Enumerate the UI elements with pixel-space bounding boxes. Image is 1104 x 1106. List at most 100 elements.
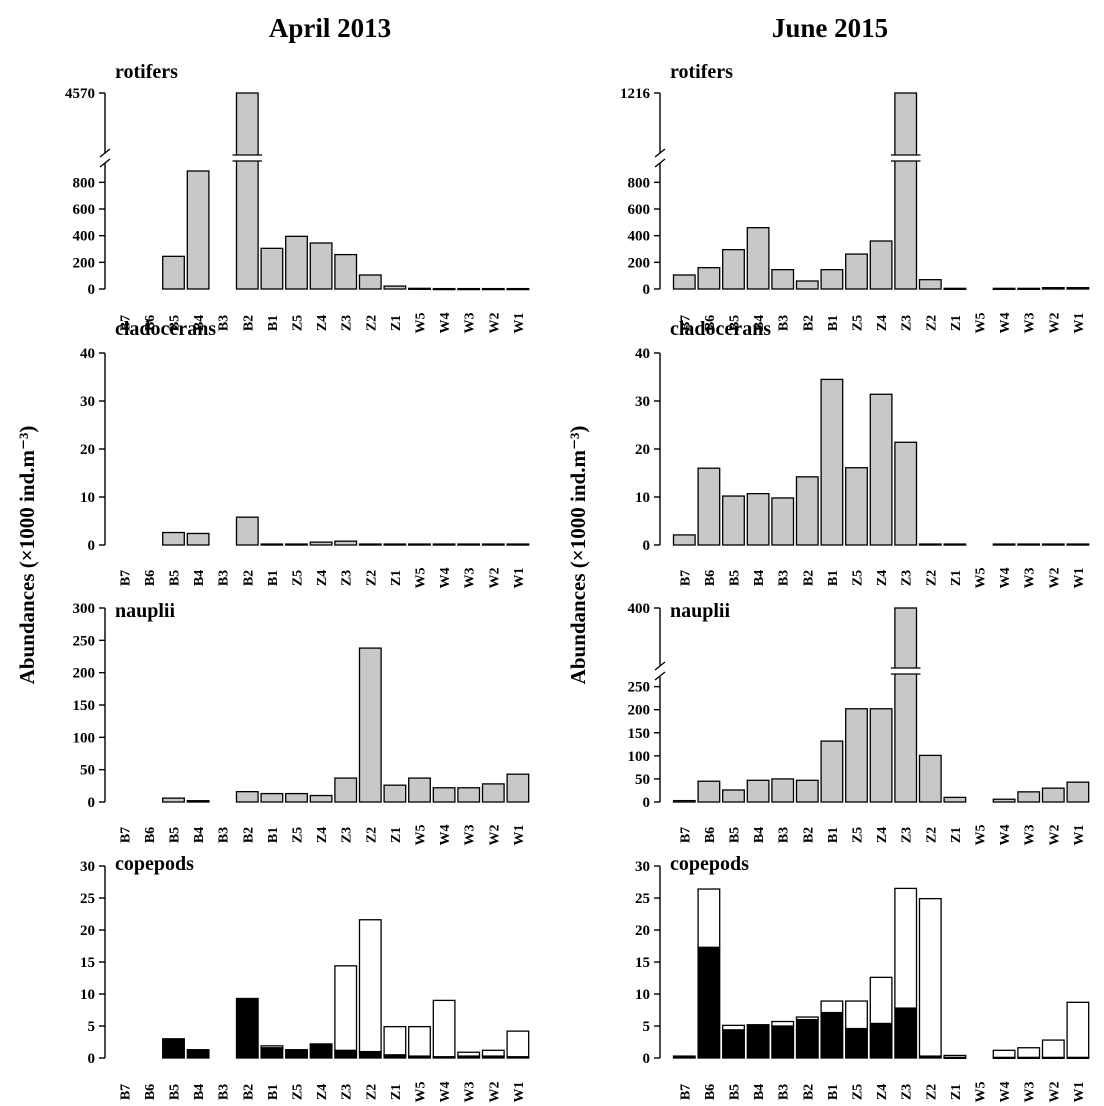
x-category-label: Z2 <box>924 1084 939 1100</box>
bar <box>943 543 967 546</box>
x-category-label: B6 <box>143 1084 158 1100</box>
x-category-label: W2 <box>487 1082 502 1103</box>
bar <box>894 92 918 290</box>
y-tick-label: 30 <box>80 394 95 410</box>
x-category-label: B1 <box>266 570 281 586</box>
bar <box>672 274 696 290</box>
x-category-label: W1 <box>1072 313 1087 334</box>
x-category-label: W2 <box>487 568 502 589</box>
x-category-label: Z5 <box>851 827 866 843</box>
bar-segment <box>869 976 893 1025</box>
bar <box>722 789 745 803</box>
y-tick-label: 0 <box>88 1051 96 1067</box>
x-category-label: B2 <box>241 570 256 586</box>
bar <box>334 253 358 290</box>
x-category-label: B7 <box>678 827 693 843</box>
x-category-label: W1 <box>512 568 527 589</box>
x-category-label: W4 <box>438 825 453 846</box>
bar <box>1017 543 1041 546</box>
bar <box>285 235 308 290</box>
y-tick-label: 250 <box>628 680 651 696</box>
x-category-label: B7 <box>678 1084 693 1100</box>
x-category-label: W1 <box>1072 1082 1087 1103</box>
x-category-label: W5 <box>974 313 989 334</box>
x-category-label: W4 <box>998 1082 1013 1103</box>
bar <box>506 287 530 291</box>
x-category-label: W2 <box>487 825 502 846</box>
bar <box>746 779 770 803</box>
x-category-label: W2 <box>1047 825 1062 846</box>
y-tick-label: 150 <box>73 698 96 714</box>
x-category-label: B4 <box>192 570 207 586</box>
bar-segment <box>358 1050 382 1059</box>
x-category-label: Z5 <box>291 827 306 843</box>
y-tick-label: 800 <box>628 175 651 191</box>
bar-segment <box>506 1030 530 1058</box>
x-category-label: Z1 <box>389 1084 404 1100</box>
x-category-label: Z2 <box>924 827 939 843</box>
bar-segment <box>845 1027 868 1059</box>
x-category-label: B5 <box>168 1084 183 1100</box>
x-category-label: B6 <box>703 827 718 843</box>
bar-segment <box>358 919 382 1053</box>
y-tick-label: 20 <box>635 923 650 939</box>
y-tick-label: 20 <box>80 442 95 458</box>
bar <box>820 740 844 803</box>
x-category-label: Z5 <box>851 315 866 331</box>
x-category-label: B5 <box>168 570 183 586</box>
x-category-label: W4 <box>998 825 1013 846</box>
x-category-label: B5 <box>168 315 183 331</box>
x-category-label: Z3 <box>340 570 355 586</box>
bar-segment <box>235 997 259 1059</box>
bar <box>481 543 505 546</box>
bar-break-gap <box>232 155 263 161</box>
x-category-label: W4 <box>998 568 1013 589</box>
bar <box>432 787 456 803</box>
x-category-label: Z1 <box>389 315 404 331</box>
x-category-label: B6 <box>703 315 718 331</box>
bar-break-gap <box>890 155 921 161</box>
x-category-label: B7 <box>118 1084 133 1100</box>
bar-segment <box>820 1000 844 1014</box>
x-category-label: Z1 <box>949 827 964 843</box>
x-category-label: W3 <box>463 1082 478 1103</box>
x-category-label: B7 <box>118 570 133 586</box>
bar-segment <box>918 897 942 1057</box>
bar <box>1066 543 1090 546</box>
bar <box>1066 781 1090 803</box>
y-tick-label: 30 <box>635 859 650 875</box>
x-category-label: B1 <box>826 1084 841 1100</box>
bar <box>771 497 795 546</box>
bar-segment <box>432 999 456 1058</box>
bar <box>162 531 185 546</box>
x-category-label: B1 <box>266 827 281 843</box>
x-category-label: W3 <box>463 313 478 334</box>
x-category-label: W3 <box>1023 825 1038 846</box>
y-tick-label: 15 <box>635 955 650 971</box>
bar <box>894 441 918 546</box>
x-category-label: Z3 <box>340 1084 355 1100</box>
bar <box>672 534 696 546</box>
x-category-label: W1 <box>512 1082 527 1103</box>
y-tick-label: 50 <box>80 763 95 779</box>
bar <box>457 787 481 803</box>
bar <box>481 287 505 291</box>
y-tick-label: 400 <box>73 229 96 245</box>
bar <box>894 607 918 803</box>
x-category-label: B1 <box>266 315 281 331</box>
bar <box>162 255 185 290</box>
bar-segment <box>309 1043 333 1046</box>
bar <box>869 708 893 803</box>
y-tick-label: 100 <box>73 730 96 746</box>
bar-segment <box>1066 1001 1090 1059</box>
bar <box>992 543 1016 546</box>
x-category-label: B7 <box>118 827 133 843</box>
bar <box>672 799 696 803</box>
y-tick-label: 5 <box>88 1019 96 1035</box>
y-tick-label: 0 <box>643 795 651 811</box>
x-category-label: B1 <box>826 315 841 331</box>
bar <box>186 800 210 803</box>
x-category-label: W1 <box>1072 568 1087 589</box>
y-tick-label: 100 <box>628 749 651 765</box>
y-axis-label-left: Abundances (×1000 ind.m⁻³) <box>15 426 39 685</box>
